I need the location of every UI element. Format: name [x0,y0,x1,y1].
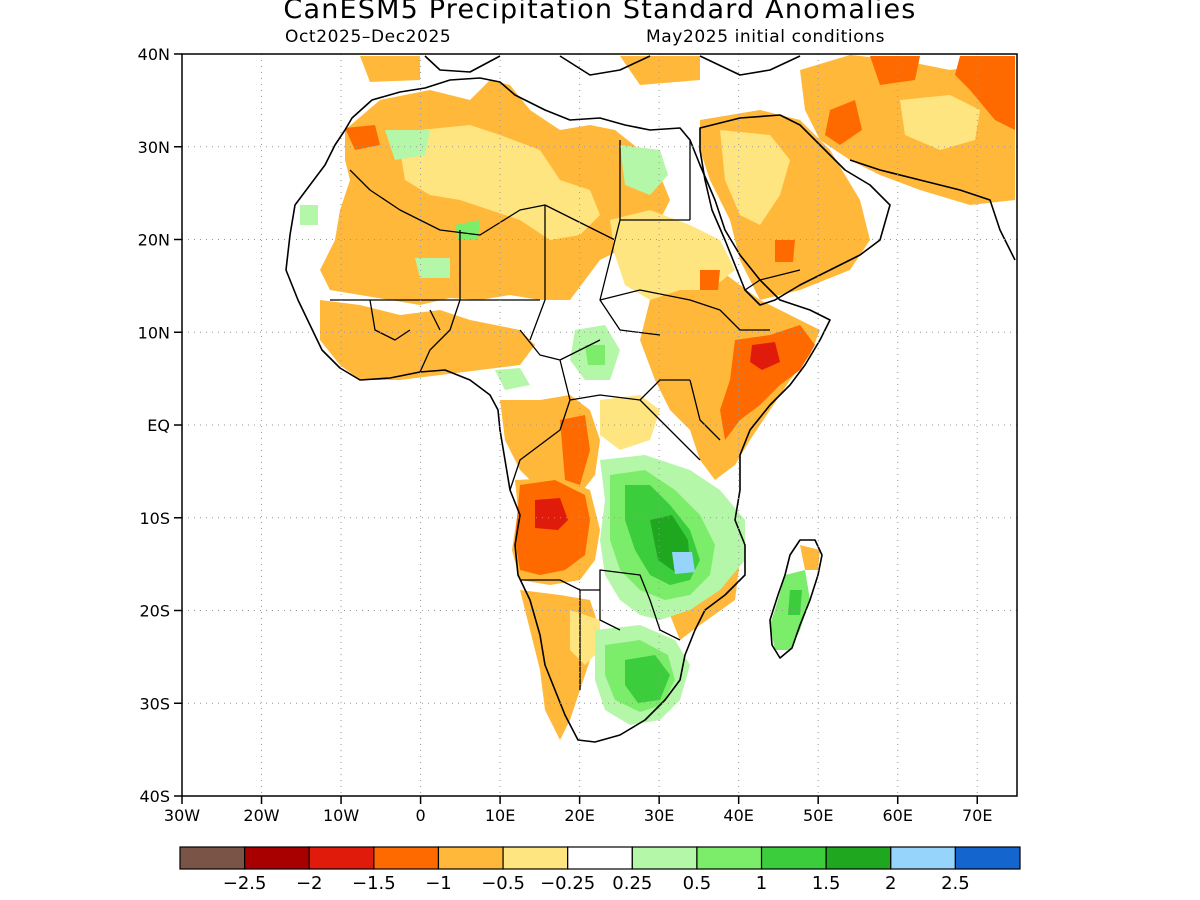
anomaly-iran-light [900,95,980,150]
anomaly-red-angola [535,498,568,530]
arabia-coastline [699,114,891,306]
colorbar-label: −1.5 [352,873,396,894]
colorbar-label: 2.5 [941,873,970,894]
anomaly-southern-west [520,590,600,740]
lon-label: 20W [243,806,279,825]
colorbar-label: 2 [885,873,896,894]
lat-label: 20N [138,231,170,250]
colorbar-label: 0.5 [683,873,712,894]
colorbar-swatch [567,846,633,870]
colorbar-swatch [696,846,763,870]
colorbar-label: −1 [425,873,452,894]
colorbar-swatch [308,846,375,870]
colorbar-swatch [760,846,827,870]
lat-label: 10S [139,509,170,528]
lon-label: 40E [723,806,753,825]
lon-label: 50E [803,806,833,825]
lat-label: 40N [138,45,170,64]
colorbar-label: −0.25 [540,873,595,894]
lat-label: 20S [139,602,170,621]
colorbar-label: −2.5 [223,873,267,894]
mediterranean-north [424,55,801,76]
anomaly-congo-light [600,395,660,450]
colorbar-swatch [890,846,956,870]
anomaly-fields [300,55,1015,740]
anomaly-west-africa [320,300,535,380]
colorbar-swatch [502,846,569,870]
lon-label: 10W [323,806,359,825]
colorbar-swatch [825,846,892,870]
lon-label: 30W [164,806,200,825]
madagascar-coastline [769,539,823,659]
map-title: CanESM5 Precipitation Standard Anomalies [283,0,917,25]
lat-label: EQ [147,416,170,435]
anomaly-arabia-light [720,130,790,225]
colorbar-swatch [373,846,440,870]
iran-coast [849,159,1016,261]
colorbar-label: 0.25 [612,873,652,894]
anomaly-east-africa [640,250,820,480]
africa-coastline [285,77,831,743]
colorbar-swatch [954,846,1021,870]
lat-label: 30S [139,694,170,713]
anomaly-north-coast [360,56,700,85]
lon-label: 10E [485,806,515,825]
colorbar-swatch [244,846,310,870]
colorbar-label: −2 [296,873,323,894]
anomaly-madagascar-north [800,545,820,570]
forecast-period: Oct2025–Dec2025 [285,27,452,47]
initial-conditions: May2025 initial conditions [646,27,886,47]
lon-label: 60E [882,806,912,825]
colorbar-label: −0.5 [481,873,525,894]
lat-label: 40S [139,787,170,806]
anomaly-blue-malawi [672,552,695,574]
lon-label: 20E [564,806,594,825]
anomaly-green-sudan [495,325,620,390]
lat-label: 10N [138,323,170,342]
anomaly-green-madagascar-core [788,590,802,615]
colorbar-label: 1.5 [812,873,841,894]
anomaly-sahara-light [400,125,600,240]
lat-label: 30N [138,138,170,157]
anomaly-dark-orange-iran [870,56,1015,130]
colorbar-swatch [631,846,698,870]
grid-lines [182,54,1017,796]
lon-label: 30E [644,806,674,825]
anomaly-dark-orange-sahara [345,125,380,150]
anomaly-red-horn [750,342,780,370]
anomaly-south-light [570,610,600,665]
lon-label: 0 [415,806,425,825]
anomaly-dark-orange-arabia [700,100,862,290]
colorbar: −2.5 −2 −1.5 −1 −0.5 −0.25 0.25 0.5 1 1.5 2 2.5 [179,846,1021,894]
colorbar-label: 1 [756,873,767,894]
anomaly-green-chad [455,220,480,240]
colorbar-swatch [179,846,246,870]
lon-label: 70E [962,806,992,825]
anomaly-green-sudan-core [585,345,605,365]
anomaly-dark-orange-horn [720,325,815,440]
anomaly-dark-orange-zaire [560,415,590,485]
colorbar-swatch [437,846,504,870]
